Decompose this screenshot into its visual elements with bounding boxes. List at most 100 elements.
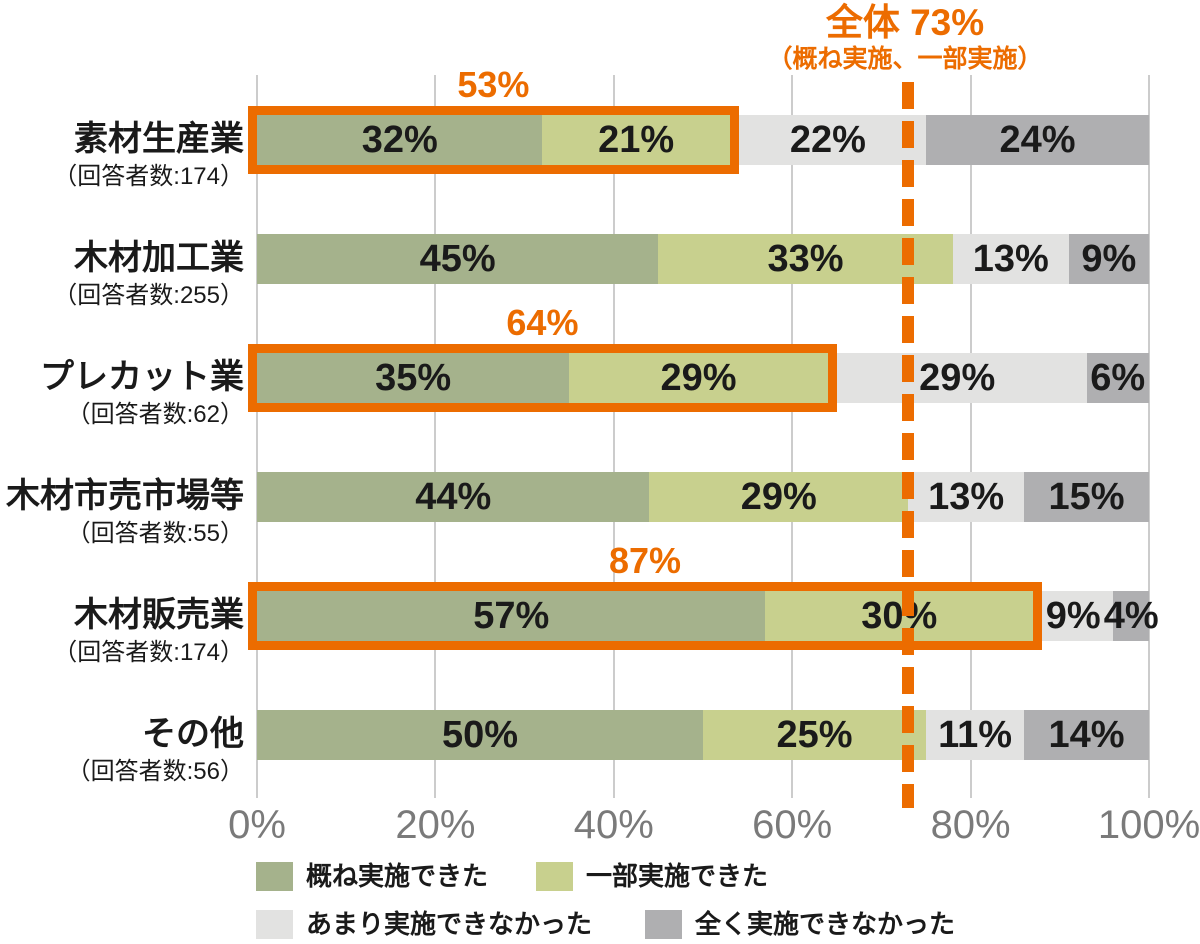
grid-line — [1148, 75, 1150, 798]
bar-segment-label: 32% — [361, 118, 438, 161]
bar-segment-label: 44% — [415, 475, 492, 518]
bar-row-label: 素材生産業 （回答者数:174） — [0, 117, 244, 193]
bar-segment-label: 11% — [938, 713, 1013, 756]
bar-segment-label: 13% — [928, 475, 1005, 518]
bar-segment: 25% — [703, 710, 926, 760]
bar-row-label: プレカット業 （回答者数:62） — [0, 355, 244, 431]
bar-row-respondents: （回答者数:255） — [53, 282, 244, 309]
bar-row-respondents: （回答者数:174） — [53, 163, 244, 190]
bar-row-category: 木材販売業 — [74, 596, 244, 634]
axis-tick-label: 0% — [228, 803, 286, 847]
bar-segment: 21% — [542, 115, 730, 165]
bar-segment-label: 57% — [473, 594, 550, 637]
bar-segment-label: 33% — [767, 237, 844, 280]
bar-row-label: 木材販売業 （回答者数:174） — [0, 593, 244, 669]
legend-swatch — [536, 861, 573, 891]
legend-swatch — [256, 861, 293, 891]
bar-segment-label: 25% — [776, 713, 853, 756]
legend-label: あまり実施できなかった — [306, 909, 593, 939]
bar-segment: 15% — [1024, 472, 1149, 522]
axis-tick-label: 20% — [395, 803, 476, 847]
bar-row-label: 木材加工業 （回答者数:255） — [0, 236, 244, 312]
bar-segment-label: 6% — [1090, 356, 1146, 399]
highlight-box — [248, 106, 739, 174]
bar-segment: 6% — [1086, 353, 1149, 403]
bar-segment-label: 4% — [1103, 594, 1159, 637]
bar-row-category: プレカット業 — [40, 358, 244, 396]
bar-segment-label: 9% — [1045, 594, 1101, 637]
bar-segment: 32% — [257, 115, 543, 165]
bar-segment: 29% — [649, 472, 909, 522]
bar-row-respondents: （回答者数:56） — [66, 758, 244, 785]
legend-swatch — [256, 909, 293, 939]
highlight-total-label: 64% — [506, 302, 579, 343]
legend-item: 一部実施できた — [536, 861, 768, 891]
bar-segment-label: 14% — [1048, 713, 1125, 756]
axis-tick-label: 100% — [1097, 803, 1200, 847]
axis-tick-label: 60% — [752, 803, 833, 847]
bar-segment: 29% — [827, 353, 1087, 403]
bar-segment: 13% — [952, 234, 1069, 284]
bar-segment: 9% — [1068, 234, 1149, 284]
grid-line — [434, 75, 437, 798]
bar-segment: 50% — [257, 710, 703, 760]
bar-segment-label: 29% — [919, 356, 996, 399]
highlight-box — [248, 344, 837, 412]
overall-dashed-line — [902, 82, 915, 808]
grid-line — [256, 75, 258, 798]
legend-item: 概ね実施できた — [256, 861, 488, 891]
highlight-total-label: 87% — [608, 540, 682, 581]
axis-tick-label: 40% — [573, 803, 654, 847]
highlight-box — [248, 582, 1043, 650]
bar-segment-label: 21% — [598, 118, 675, 161]
bar-segment-label: 15% — [1048, 475, 1125, 518]
bar-row-label: その他 （回答者数:56） — [0, 712, 244, 788]
bar-segment: 9% — [1033, 591, 1114, 641]
chart-subtitle: （概ね実施、一部実施） — [767, 45, 1043, 73]
bar-segment: 30% — [765, 591, 1034, 641]
bar-segment-label: 35% — [375, 356, 452, 399]
legend-label: 一部実施できた — [586, 861, 769, 891]
bar-segment-label: 22% — [789, 118, 866, 161]
bar-row-category: 木材加工業 — [74, 239, 244, 277]
bar-segment-label: 50% — [441, 713, 519, 756]
axis-tick-label: 80% — [930, 803, 1011, 847]
bar-segment-label: 9% — [1081, 237, 1137, 280]
bar-segment: 11% — [926, 710, 1025, 760]
bar-segment-label: 29% — [660, 356, 737, 399]
bar-segment: 45% — [257, 234, 659, 284]
bar-segment: 24% — [926, 115, 1149, 165]
grid-line — [612, 75, 615, 798]
bar-segment-label: 30% — [861, 594, 938, 637]
bar-segment: 14% — [1024, 710, 1149, 760]
highlight-total-label: 53% — [457, 64, 530, 105]
bar-row-category: 素材生産業 — [74, 120, 244, 158]
bar-row-category: その他 — [142, 715, 244, 753]
chart-title-block: 全体 73% （概ね実施、一部実施） — [767, 2, 1042, 74]
bar-segment: 4% — [1103, 591, 1159, 641]
legend-swatch — [645, 909, 682, 939]
bar-row-respondents: （回答者数:62） — [66, 401, 244, 428]
bar-segment: 35% — [257, 353, 570, 403]
bar-segment-label: 45% — [419, 237, 496, 280]
bar-row-respondents: （回答者数:174） — [53, 639, 244, 666]
bar-row-respondents: （回答者数:55） — [66, 520, 244, 547]
bar-segment: 29% — [569, 353, 828, 403]
bar-segment-label: 13% — [972, 237, 1049, 280]
bar-segment: 22% — [729, 115, 926, 165]
bar-segment-label: 29% — [740, 475, 817, 518]
chart-title: 全体 73% — [825, 2, 985, 43]
legend-item: あまり実施できなかった — [256, 909, 592, 939]
bar-segment-label: 24% — [999, 118, 1076, 161]
bar-row-category: 木材市売市場等 — [6, 477, 244, 515]
grid-line — [969, 75, 972, 798]
bar-segment: 57% — [257, 591, 766, 641]
bar-segment: 44% — [257, 472, 650, 522]
bar-row-label: 木材市売市場等 （回答者数:55） — [0, 474, 244, 550]
bar-segment: 13% — [908, 472, 1025, 522]
legend-item: 全く実施できなかった — [645, 909, 955, 939]
legend-label: 全く実施できなかった — [695, 909, 956, 939]
grid-line — [791, 75, 794, 798]
legend-label: 概ね実施できた — [306, 861, 489, 891]
